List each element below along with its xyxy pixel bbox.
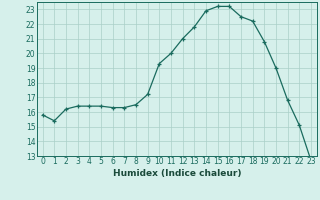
X-axis label: Humidex (Indice chaleur): Humidex (Indice chaleur): [113, 169, 241, 178]
